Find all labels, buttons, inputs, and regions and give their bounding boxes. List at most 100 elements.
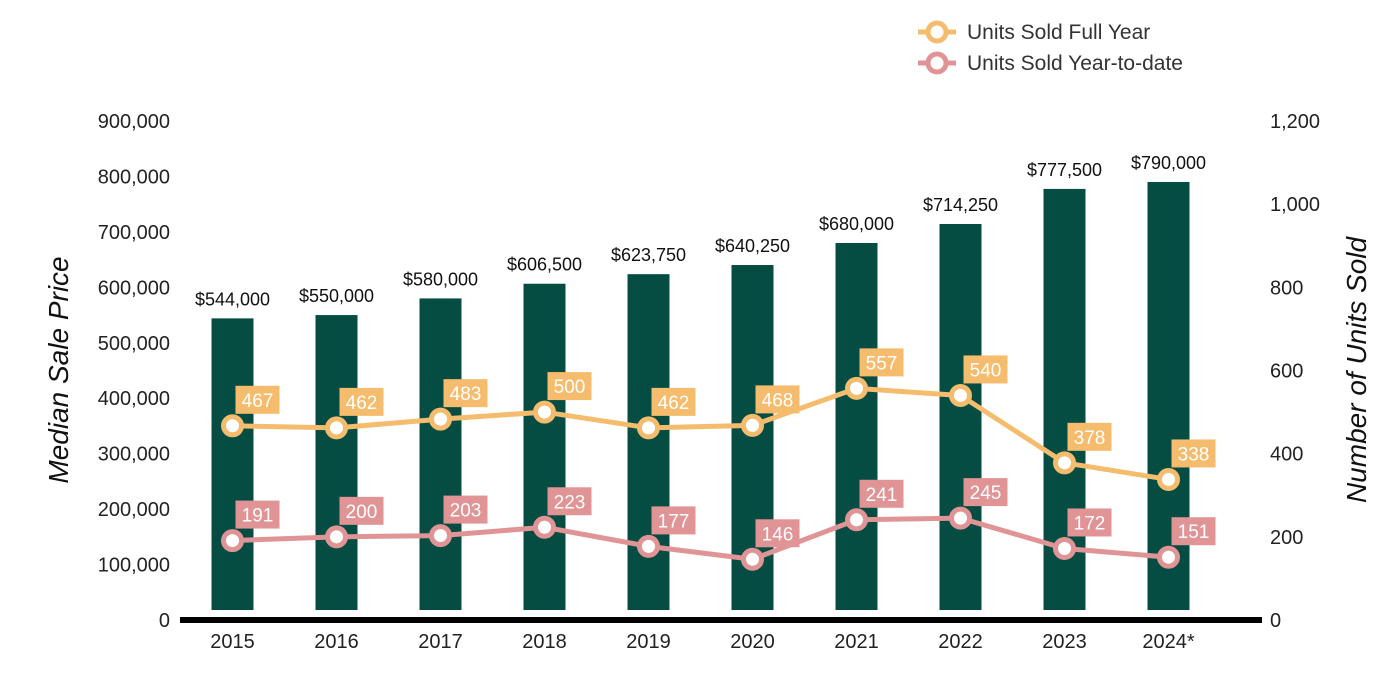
x-tick-label: 2018 <box>522 631 567 653</box>
y-tick-label: 100,000 <box>98 555 170 577</box>
point-label-box <box>547 487 592 516</box>
y2-tick-label: 200 <box>1270 527 1303 549</box>
point-label-box <box>859 348 904 377</box>
x-tick-label: 2017 <box>418 631 463 653</box>
series-point <box>221 414 244 438</box>
point-label-box <box>755 519 800 548</box>
point-label-box <box>339 496 384 525</box>
legend-item: Units Sold Year-to-date <box>918 51 1183 75</box>
bar-value-label: $714,250 <box>923 195 998 215</box>
point-label-box <box>235 500 280 529</box>
series-year-to-date: 191 200 203 223 177 146 241 245 172 151 <box>221 478 1216 571</box>
series-point <box>533 515 556 539</box>
y-tick-label: 700,000 <box>98 222 170 244</box>
bar <box>627 274 670 610</box>
bar <box>835 242 878 610</box>
point-label-box <box>1067 508 1112 537</box>
series-point <box>949 383 972 407</box>
bar-value-label: $777,500 <box>1027 160 1102 180</box>
series-point <box>741 547 764 571</box>
point-value-label: 467 <box>242 391 274 412</box>
point-label-box <box>443 495 488 524</box>
series-point <box>845 376 868 400</box>
series-point <box>325 525 348 549</box>
point-label-box <box>1067 422 1112 451</box>
bar <box>523 283 566 610</box>
x-tick-label: 2021 <box>834 631 879 653</box>
x-tick-label: 2020 <box>730 631 775 653</box>
y-tick-label: 300,000 <box>98 444 170 466</box>
point-label-box <box>443 379 488 408</box>
point-value-label: 540 <box>970 360 1002 381</box>
point-value-label: 245 <box>970 483 1002 504</box>
bar-value-label: $790,000 <box>1131 153 1206 173</box>
point-value-label: 338 <box>1178 444 1210 465</box>
y-axis-left-title: Median Sale Price <box>43 256 74 483</box>
point-label-box <box>1171 439 1216 468</box>
point-value-label: 146 <box>762 524 794 545</box>
bar-value-label: $550,000 <box>299 286 374 306</box>
bar-value-label: $623,750 <box>611 245 686 265</box>
point-value-label: 177 <box>658 511 690 532</box>
series-point <box>1053 536 1076 560</box>
point-value-label: 462 <box>346 393 378 414</box>
series-line <box>232 385 1169 482</box>
point-value-label: 378 <box>1074 428 1106 449</box>
bar-value-label: $580,000 <box>403 269 478 289</box>
point-value-label: 483 <box>450 384 482 405</box>
legend-marker <box>925 51 949 75</box>
legend-item: Units Sold Full Year <box>918 20 1150 44</box>
bar-value-label: $606,500 <box>507 255 582 275</box>
series-point <box>949 506 972 530</box>
series-point <box>429 524 452 548</box>
series-point <box>845 508 868 532</box>
point-value-label: 241 <box>866 485 898 506</box>
point-label-box <box>1171 517 1216 546</box>
point-label-box <box>235 385 280 414</box>
point-value-label: 172 <box>1074 513 1106 534</box>
point-value-label: 191 <box>242 506 274 527</box>
x-tick-label: 2019 <box>626 631 671 653</box>
y2-tick-label: 600 <box>1270 361 1303 383</box>
bar-value-label: $680,000 <box>819 214 894 234</box>
point-label-box <box>963 355 1008 384</box>
bar-value-label: $544,000 <box>195 289 270 309</box>
point-label-box <box>339 387 384 416</box>
y2-tick-label: 1,000 <box>1270 194 1320 216</box>
y2-tick-label: 800 <box>1270 277 1303 299</box>
point-label-box <box>651 387 696 416</box>
y-tick-label: 200,000 <box>98 499 170 521</box>
x-tick-label: 2023 <box>1042 631 1087 653</box>
point-value-label: 223 <box>554 492 586 513</box>
x-tick-label: 2015 <box>210 631 255 653</box>
point-value-label: 462 <box>658 393 690 414</box>
y-tick-label: 500,000 <box>98 333 170 355</box>
point-value-label: 468 <box>762 390 794 411</box>
x-axis-ticks: 2015 2016 2017 2018 2019 2020 2021 2022 2023 2024… <box>210 631 1195 653</box>
point-label-box <box>547 372 592 401</box>
series-point <box>637 534 660 558</box>
y-tick-label: 0 <box>159 610 170 632</box>
point-value-label: 203 <box>450 501 482 522</box>
y-tick-label: 800,000 <box>98 166 170 188</box>
line-series: 467 462 483 500 462 468 557 540 378 338 191 200 203 2… <box>221 348 1216 571</box>
bar <box>939 223 982 611</box>
x-tick-label: 2022 <box>938 631 983 653</box>
point-value-label: 500 <box>554 377 586 398</box>
series-point <box>325 416 348 440</box>
series-point <box>221 529 244 553</box>
y-axis-right-title: Number of Units Sold <box>1341 236 1372 504</box>
series-point <box>1053 451 1076 475</box>
legend-marker <box>925 20 949 44</box>
y2-tick-label: 1,200 <box>1270 111 1320 133</box>
series-line <box>232 515 1169 562</box>
series-point <box>741 413 764 437</box>
point-value-label: 151 <box>1178 522 1210 543</box>
series-point <box>533 400 556 424</box>
y-axis-right-ticks: 0 200 400 600 800 1,000 1,200 <box>1270 111 1320 632</box>
y2-tick-label: 400 <box>1270 444 1303 466</box>
point-value-label: 200 <box>346 502 378 523</box>
bar <box>315 315 358 610</box>
y2-tick-label: 0 <box>1270 610 1281 632</box>
point-label-box <box>859 479 904 508</box>
